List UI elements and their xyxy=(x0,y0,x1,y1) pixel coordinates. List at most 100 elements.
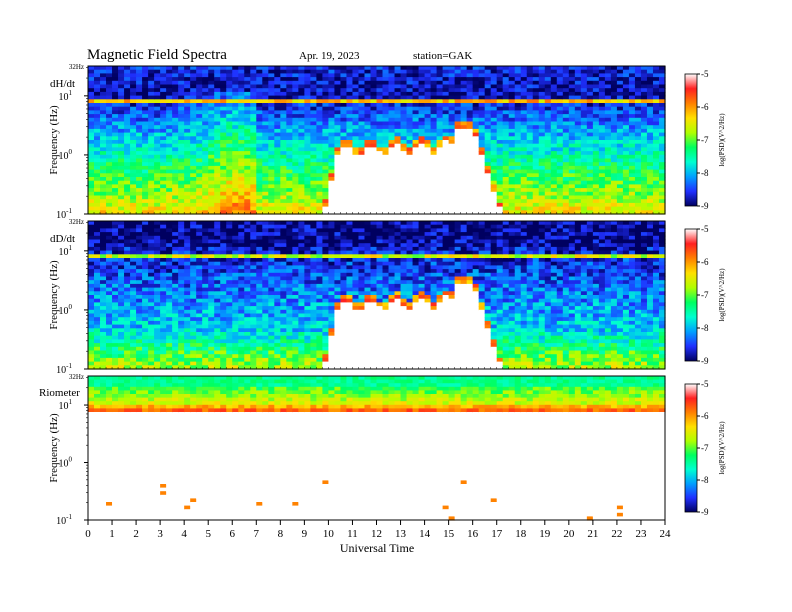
heatmap-cell xyxy=(124,91,131,97)
heatmap-cell xyxy=(202,350,209,355)
heatmap-cell xyxy=(280,140,287,145)
heatmap-cell xyxy=(184,154,191,160)
heatmap-cell xyxy=(556,202,564,208)
heatmap-cell xyxy=(226,258,233,263)
heatmap-cell xyxy=(238,339,245,344)
heatmap-cell xyxy=(238,354,245,359)
heatmap-cell xyxy=(280,114,287,119)
heatmap-cell xyxy=(250,147,257,152)
heatmap-cell xyxy=(274,143,281,148)
heatmap-cell xyxy=(190,147,197,152)
heatmap-cell xyxy=(340,195,348,200)
heatmap-cell xyxy=(280,191,287,197)
heatmap-cell xyxy=(436,191,444,197)
heatmap-cell xyxy=(166,320,173,326)
heatmap-cell xyxy=(382,77,390,82)
heatmap-cell xyxy=(616,199,624,204)
heatmap-cell xyxy=(220,202,227,208)
heatmap-cell xyxy=(178,258,185,263)
heatmap-cell xyxy=(262,66,269,71)
heatmap-cell xyxy=(334,84,342,89)
heatmap-cell xyxy=(262,158,269,163)
heatmap-cell xyxy=(166,350,173,355)
heatmap-cell xyxy=(430,117,438,123)
heatmap-cell xyxy=(184,132,191,137)
heatmap-cell xyxy=(88,298,95,303)
heatmap-cell xyxy=(502,88,510,93)
heatmap-cell xyxy=(220,350,227,355)
heatmap-cell xyxy=(100,361,107,366)
heatmap-cell xyxy=(520,103,528,108)
heatmap-cell xyxy=(598,80,606,86)
heatmap-cell xyxy=(400,128,408,134)
heatmap-cell xyxy=(346,165,354,171)
heatmap-cell xyxy=(286,128,293,134)
heatmap-cell xyxy=(106,184,113,189)
heatmap-cell xyxy=(640,158,648,163)
heatmap-cell xyxy=(238,272,245,278)
heatmap-cell xyxy=(250,280,257,285)
heatmap-cell xyxy=(190,136,197,141)
heatmap-cell xyxy=(418,73,426,78)
heatmap-cell xyxy=(124,125,131,130)
heatmap-cell xyxy=(184,365,191,370)
heatmap-cell xyxy=(250,221,257,226)
heatmap-cell xyxy=(382,91,390,97)
heatmap-cell xyxy=(202,106,209,111)
heatmap-cell xyxy=(100,287,107,292)
heatmap-cell xyxy=(598,77,606,82)
heatmap-cell xyxy=(244,177,251,182)
heatmap-cell xyxy=(370,158,378,163)
heatmap-cell xyxy=(448,165,456,171)
heatmap-cell xyxy=(502,206,510,211)
heatmap-cell xyxy=(550,140,558,145)
heatmap-cell xyxy=(118,202,125,208)
heatmap-cell xyxy=(526,206,534,211)
heatmap-cell xyxy=(124,158,131,163)
heatmap-cell xyxy=(304,125,311,130)
heatmap-cell xyxy=(184,95,191,100)
heatmap-cell xyxy=(94,365,101,370)
heatmap-cell xyxy=(130,346,137,352)
heatmap-cell xyxy=(550,99,558,104)
heatmap-cell xyxy=(316,69,324,74)
heatmap-cell xyxy=(334,80,342,86)
heatmap-cell xyxy=(220,95,227,100)
heatmap-cell xyxy=(214,332,221,337)
heatmap-cell xyxy=(286,99,293,104)
heatmap-cell xyxy=(196,295,203,300)
heatmap-cell xyxy=(556,88,564,93)
heatmap-cell xyxy=(142,280,149,285)
heatmap-cell xyxy=(196,191,203,197)
heatmap-cell xyxy=(304,151,311,156)
heatmap-cell xyxy=(202,258,209,263)
heatmap-cell xyxy=(298,106,305,111)
heatmap-cell xyxy=(526,202,534,208)
heatmap-cell xyxy=(148,232,155,237)
heatmap-cell xyxy=(106,188,113,193)
heatmap-cell xyxy=(232,328,239,333)
heatmap-cell xyxy=(448,180,456,185)
heatmap-cell xyxy=(634,180,642,185)
heatmap-cell xyxy=(250,339,257,344)
heatmap-cell xyxy=(460,99,468,104)
heatmap-cell xyxy=(646,88,654,93)
heatmap-cell xyxy=(274,128,281,134)
heatmap-cell xyxy=(388,154,396,160)
heatmap-cell xyxy=(652,95,660,100)
heatmap-cell xyxy=(340,202,348,208)
heatmap-cell xyxy=(244,173,251,178)
heatmap-cell xyxy=(340,169,348,174)
heatmap-cell xyxy=(604,202,612,208)
heatmap-cell xyxy=(94,357,101,363)
heatmap-cell xyxy=(310,80,317,86)
heatmap-cell xyxy=(400,106,408,111)
heatmap-cell xyxy=(370,206,378,211)
heatmap-cell xyxy=(508,206,516,211)
heatmap-cell xyxy=(346,106,354,111)
heatmap-cell xyxy=(238,177,245,182)
heatmap-cell xyxy=(352,95,360,100)
heatmap-cell xyxy=(592,165,600,171)
heatmap-cell xyxy=(442,154,450,160)
heatmap-cell xyxy=(166,291,173,296)
